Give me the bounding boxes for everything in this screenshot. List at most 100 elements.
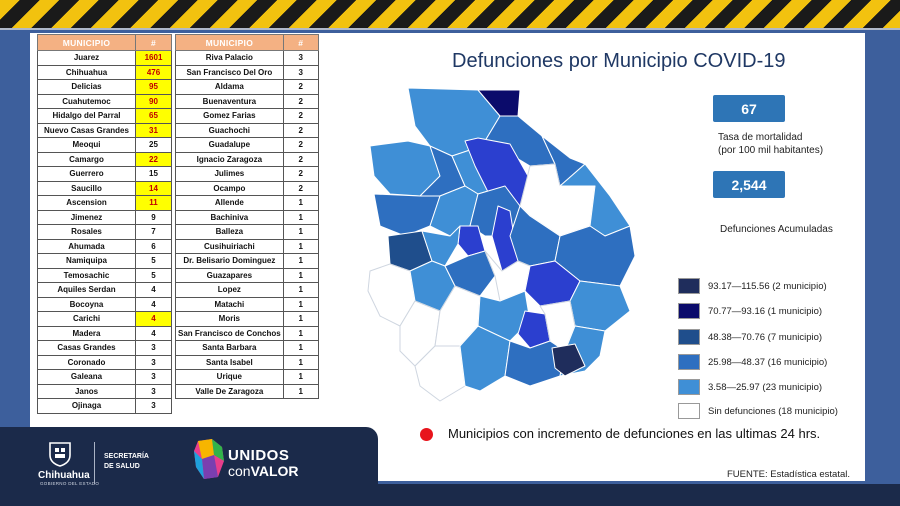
- death-count: 3: [135, 340, 172, 356]
- municipality-name: Camargo: [37, 151, 136, 167]
- municipality-name: Ocampo: [175, 180, 284, 196]
- municipality-name: Santa Isabel: [175, 354, 284, 370]
- table-row: Namiquipa 5: [37, 253, 172, 269]
- municipality-name: Matachi: [175, 296, 284, 312]
- municipality-name: Saucillo: [37, 180, 136, 196]
- municipality-name: Cuahutemoc: [37, 93, 136, 109]
- table-row: Bocoyna 4: [37, 296, 172, 312]
- table-row: Juarez 1601: [37, 50, 172, 66]
- table-row: Urique 1: [175, 369, 319, 385]
- campaign-valor: VALOR: [250, 463, 299, 479]
- municipality-name: Jimenez: [37, 209, 136, 225]
- table-row: Guadalupe 2: [175, 137, 319, 153]
- table-row: Gomez Farias 2: [175, 108, 319, 124]
- death-count: 1: [282, 311, 319, 327]
- legend-item: 25.98—48.37 (16 municipio): [678, 353, 827, 371]
- death-count: 5: [135, 253, 172, 269]
- header-municipio: MUNICIPIO: [37, 34, 136, 51]
- table-row: Guerrero 15: [37, 166, 172, 182]
- hazard-stripe-banner: [0, 0, 900, 30]
- map-region: [373, 193, 441, 237]
- municipality-name: Casas Grandes: [37, 340, 136, 356]
- table-row: Galeana 3: [37, 369, 172, 385]
- death-count: 2: [282, 122, 319, 138]
- legend-label: 48.38—70.76 (7 municipio): [708, 331, 823, 343]
- table-header-row: MUNICIPIO #: [37, 34, 172, 51]
- death-count: 14: [135, 180, 172, 196]
- table-header-row: MUNICIPIO #: [175, 34, 319, 51]
- table-row: Cuahutemoc 90: [37, 93, 172, 109]
- municipality-name: Santa Barbara: [175, 340, 284, 356]
- municipality-name: Valle De Zaragoza: [175, 383, 284, 399]
- legend-swatch: [678, 403, 700, 419]
- red-dot-icon: [420, 428, 433, 441]
- death-count: 25: [135, 137, 172, 153]
- death-count: 1: [282, 253, 319, 269]
- table-row: Guachochi 2: [175, 122, 319, 138]
- legend-item: 3.58—25.97 (23 municipio): [678, 378, 822, 396]
- table-row: Delicias 95: [37, 79, 172, 95]
- table-row: Jimenez 9: [37, 209, 172, 225]
- municipality-name: San Francisco Del Oro: [175, 64, 284, 80]
- municipality-name: Guachochi: [175, 122, 284, 138]
- table-row: Hidalgo del Parral 65: [37, 108, 172, 124]
- death-count: 3: [135, 354, 172, 370]
- municipality-name: Urique: [175, 369, 284, 385]
- table-row: Guazapares 1: [175, 267, 319, 283]
- death-count: 476: [135, 64, 172, 80]
- municipality-name: Guazapares: [175, 267, 284, 283]
- legend-label: Sin defunciones (18 municipio): [708, 405, 838, 417]
- municipality-name: Nuevo Casas Grandes: [37, 122, 136, 138]
- municipality-name: Juarez: [37, 50, 136, 66]
- table-row: Madera 4: [37, 325, 172, 341]
- municipality-name: Meoqui: [37, 137, 136, 153]
- death-count: 4: [135, 325, 172, 341]
- branding-panel: [0, 427, 378, 506]
- municipality-name: Aldama: [175, 79, 284, 95]
- municipality-name: Guadalupe: [175, 137, 284, 153]
- table-row: Balleza 1: [175, 224, 319, 240]
- table-row: Coronado 3: [37, 354, 172, 370]
- table-row: Ignacio Zaragoza 2: [175, 151, 319, 167]
- mortality-rate-sublabel: (por 100 mil habitantes): [718, 145, 824, 156]
- death-count: 2: [282, 166, 319, 182]
- death-count: 4: [135, 282, 172, 298]
- table-row: Chihuahua 476: [37, 64, 172, 80]
- table-row: Rosales 7: [37, 224, 172, 240]
- chihuahua-map: [367, 87, 636, 402]
- table-row: Allende 1: [175, 195, 319, 211]
- state-seal-icon: [49, 442, 71, 467]
- death-count: 6: [135, 238, 172, 254]
- death-count: 2: [282, 151, 319, 167]
- table-row: Riva Palacio 3: [175, 50, 319, 66]
- death-count: 31: [135, 122, 172, 138]
- total-deaths-label: Defunciones Acumuladas: [720, 224, 833, 235]
- legend-swatch: [678, 354, 700, 370]
- table-row: Carichi 4: [37, 311, 172, 327]
- death-count: 1: [282, 354, 319, 370]
- legend-item: Sin defunciones (18 municipio): [678, 402, 838, 420]
- legend-swatch: [678, 303, 700, 319]
- municipality-name: Carichi: [37, 311, 136, 327]
- death-count: 2: [282, 137, 319, 153]
- death-count: 15: [135, 166, 172, 182]
- municipality-name: Ascension: [37, 195, 136, 211]
- municipality-name: Bachiniva: [175, 209, 284, 225]
- table-row: Julimes 2: [175, 166, 319, 182]
- table-row: Ahumada 6: [37, 238, 172, 254]
- death-count: 11: [135, 195, 172, 211]
- table-row: Aquiles Serdan 4: [37, 282, 172, 298]
- death-count: 2: [282, 108, 319, 124]
- campaign-line1: UNIDOS: [228, 447, 290, 464]
- municipality-name: Coronado: [37, 354, 136, 370]
- death-count: 1: [282, 224, 319, 240]
- legend-label: 25.98—48.37 (16 municipio): [708, 356, 828, 368]
- municipality-name: Cusihuiriachi: [175, 238, 284, 254]
- municipality-name: Dr. Belisario Dominguez: [175, 253, 284, 269]
- secretaria-line1: SECRETARÍA: [104, 453, 149, 460]
- table-row: San Francisco Del Oro 3: [175, 64, 319, 80]
- municipality-name: Gomez Farias: [175, 108, 284, 124]
- increase-note: Municipios con incremento de defunciones…: [448, 426, 821, 441]
- death-count: 1: [282, 238, 319, 254]
- municipality-name: Buenaventura: [175, 93, 284, 109]
